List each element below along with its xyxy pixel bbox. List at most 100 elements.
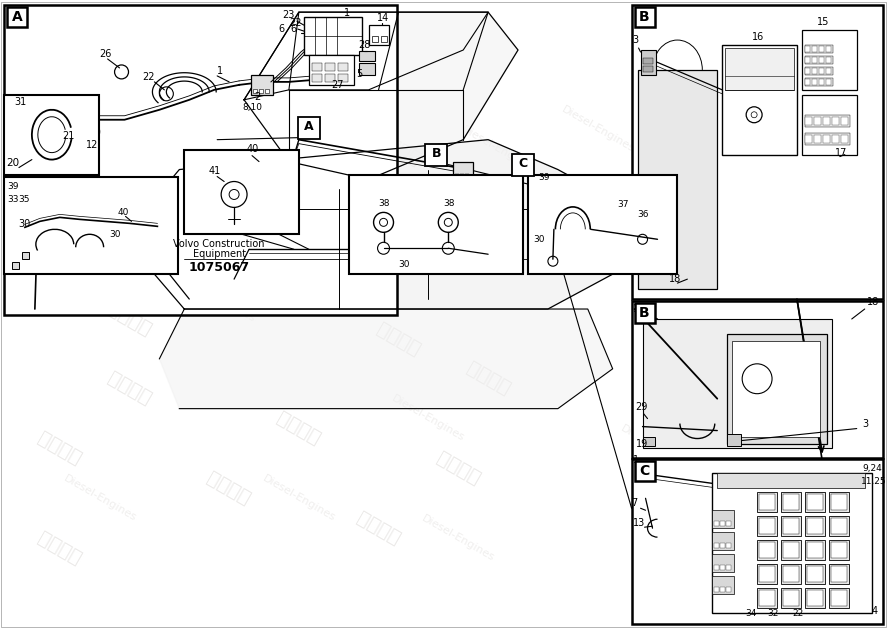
Bar	[723, 45, 797, 155]
Bar	[635, 303, 654, 323]
Bar	[337, 63, 348, 71]
Text: 2: 2	[254, 92, 260, 102]
Text: 13: 13	[633, 518, 645, 528]
Bar	[725, 48, 794, 90]
Bar	[184, 150, 299, 235]
Bar	[727, 334, 827, 443]
Bar	[726, 543, 732, 548]
Bar	[325, 63, 335, 71]
Bar	[757, 493, 777, 512]
Bar	[349, 174, 523, 274]
Bar	[265, 89, 269, 93]
Text: 紫友动力: 紫友动力	[433, 448, 483, 488]
Bar	[819, 79, 824, 85]
Bar	[807, 542, 823, 558]
Bar	[720, 565, 725, 570]
Text: 5: 5	[357, 69, 363, 79]
Bar	[726, 565, 732, 570]
Bar	[783, 518, 799, 534]
Bar	[831, 590, 846, 606]
Text: Diesel-Engines: Diesel-Engines	[659, 204, 735, 254]
Bar	[372, 36, 377, 42]
Text: 紫友动力: 紫友动力	[104, 369, 155, 409]
Bar	[632, 459, 883, 624]
Text: 38: 38	[378, 199, 390, 208]
Text: C: C	[639, 464, 650, 479]
Text: 39: 39	[7, 182, 19, 191]
Bar	[759, 494, 775, 510]
Text: 1: 1	[344, 8, 350, 18]
Bar	[805, 79, 810, 85]
Bar	[807, 494, 823, 510]
Bar	[726, 587, 732, 592]
Text: 40: 40	[117, 208, 129, 218]
Bar	[312, 63, 322, 71]
Text: 41: 41	[208, 165, 221, 175]
Text: 紫友动力: 紫友动力	[413, 209, 464, 249]
Text: Diesel-Engines: Diesel-Engines	[709, 483, 785, 533]
Bar	[805, 135, 812, 143]
Bar	[826, 79, 831, 85]
Text: Diesel-Engines: Diesel-Engines	[779, 384, 855, 433]
Bar	[819, 57, 824, 63]
Bar	[635, 7, 654, 27]
Bar	[757, 564, 777, 584]
Bar	[381, 36, 386, 42]
Bar	[712, 532, 734, 550]
Bar	[759, 518, 775, 534]
Bar	[715, 543, 719, 548]
Bar	[641, 50, 657, 75]
Circle shape	[65, 120, 70, 126]
Text: 紫友动力: 紫友动力	[104, 299, 155, 339]
Text: B: B	[639, 306, 650, 320]
Bar	[715, 587, 719, 592]
Text: 6: 6	[290, 24, 296, 34]
Bar	[359, 63, 375, 75]
Text: Diesel-Engines: Diesel-Engines	[619, 423, 696, 474]
Bar	[812, 68, 817, 74]
Bar	[807, 566, 823, 582]
Text: 21: 21	[61, 131, 74, 141]
Bar	[759, 566, 775, 582]
Bar	[712, 576, 734, 594]
Bar	[812, 46, 817, 52]
Bar	[805, 117, 812, 125]
Text: 36: 36	[637, 210, 649, 220]
Bar	[783, 566, 799, 582]
Bar	[309, 55, 353, 85]
Bar	[637, 70, 717, 289]
Bar	[759, 590, 775, 606]
Bar	[805, 516, 825, 536]
Bar	[819, 68, 824, 74]
Bar	[337, 74, 348, 82]
Bar	[720, 543, 725, 548]
Text: 18: 18	[867, 297, 879, 307]
Bar	[720, 521, 725, 526]
Bar	[460, 174, 465, 177]
Text: 1075067: 1075067	[189, 260, 250, 274]
Text: 30: 30	[18, 220, 30, 230]
Bar	[732, 341, 820, 437]
Text: 39: 39	[538, 172, 549, 182]
Bar	[802, 95, 857, 155]
Text: 1: 1	[217, 66, 223, 76]
Text: 34: 34	[745, 609, 756, 618]
Bar	[20, 107, 28, 155]
Bar	[805, 78, 833, 86]
Text: 12: 12	[85, 140, 98, 150]
Bar	[812, 79, 817, 85]
Text: 17: 17	[835, 148, 847, 158]
Text: Diesel-Engines: Diesel-Engines	[739, 304, 815, 354]
Text: 14: 14	[376, 13, 389, 23]
Bar	[832, 117, 838, 125]
Bar	[805, 56, 833, 64]
Bar	[812, 57, 817, 63]
Bar	[807, 590, 823, 606]
Bar	[7, 7, 27, 27]
Bar	[303, 17, 361, 55]
Text: 紫友动力: 紫友动力	[374, 130, 424, 170]
Bar	[823, 117, 829, 125]
Text: Diesel-Engines: Diesel-Engines	[61, 474, 138, 523]
Bar	[807, 518, 823, 534]
Bar	[783, 590, 799, 606]
